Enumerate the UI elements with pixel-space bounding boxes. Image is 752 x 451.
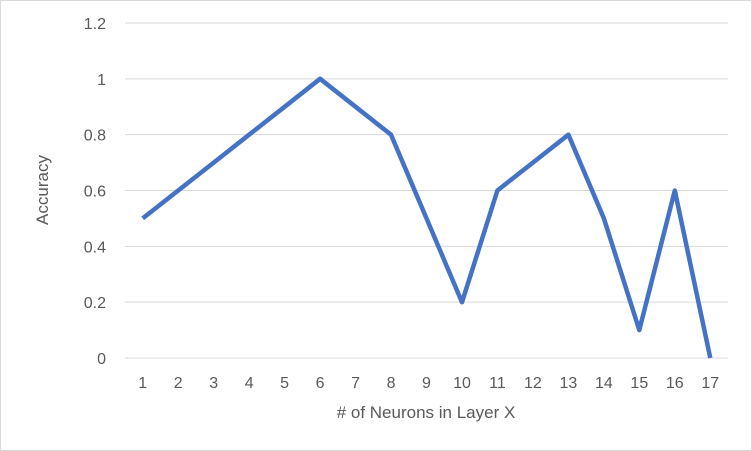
y-tick-label: 0.6 [84, 184, 106, 201]
x-tick-label: 9 [422, 375, 431, 392]
series-line [141, 76, 713, 359]
x-tick-label: 12 [524, 375, 542, 392]
x-tick-label: 6 [316, 375, 325, 392]
x-tick-label: 10 [453, 375, 471, 392]
x-tick-label: 13 [559, 375, 577, 392]
x-tick-label: 16 [666, 375, 684, 392]
x-tick-label: 5 [280, 375, 289, 392]
series-group [141, 76, 713, 359]
y-tick-label: 1.2 [84, 16, 106, 33]
y-tick-label: 0.4 [84, 239, 106, 256]
y-axis-tick-labels: 0 0.2 0.4 0.6 0.8 1 1.2 [84, 16, 106, 368]
x-tick-label: 15 [630, 375, 648, 392]
x-axis-tick-labels: 1 2 3 4 5 6 7 8 9 10 11 12 13 14 15 16 17 [138, 375, 719, 392]
y-axis-title: Accuracy [33, 155, 52, 225]
x-tick-label: 7 [351, 375, 360, 392]
gridlines [125, 22, 728, 359]
x-tick-label: 11 [489, 375, 506, 392]
x-tick-label: 17 [701, 375, 719, 392]
x-tick-label: 2 [174, 375, 183, 392]
x-tick-label: 4 [245, 375, 254, 392]
x-tick-label: 8 [387, 375, 396, 392]
x-tick-label: 1 [138, 375, 147, 392]
y-tick-label: 0.2 [84, 295, 106, 312]
x-tick-label: 3 [209, 375, 218, 392]
y-tick-label: 1 [97, 72, 106, 89]
y-tick-label: 0.8 [84, 128, 106, 145]
x-tick-label: 14 [595, 375, 613, 392]
x-axis-title: # of Neurons in Layer X [337, 403, 516, 422]
y-tick-label: 0 [97, 351, 106, 368]
